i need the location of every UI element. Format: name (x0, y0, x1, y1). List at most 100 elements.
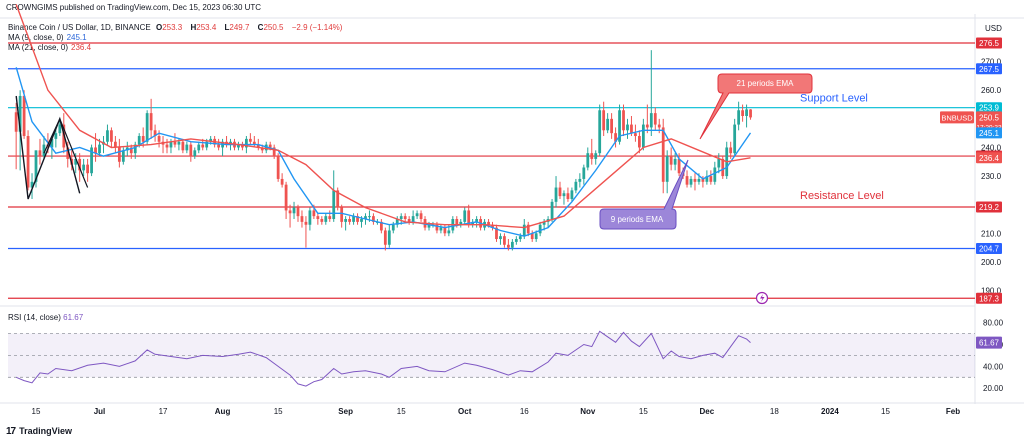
candle-body (268, 144, 272, 148)
rsi-legend[interactable]: RSI (14, close) 61.67 (8, 313, 84, 322)
candle-body (217, 144, 220, 148)
symbol-tag-text: BNBUSD (941, 113, 973, 122)
candle-body (741, 110, 744, 116)
x-tick-label: Feb (946, 407, 960, 416)
candle-body (399, 216, 403, 220)
candle-body (157, 136, 161, 142)
candle-body (360, 219, 363, 222)
ma9-legend[interactable]: MA (9, close, 0) 245.1 (8, 33, 87, 42)
candle-body (459, 221, 463, 225)
x-tick-label: Oct (458, 407, 472, 416)
candle-body (106, 130, 109, 142)
x-tick-label: Sep (338, 407, 353, 416)
rsi-tick-label: 80.00 (983, 319, 1004, 328)
candle-body (518, 236, 522, 240)
y-tick-label: 210.0 (981, 229, 1002, 238)
level-tag-text: 267.5 (979, 65, 1000, 74)
candle-body (241, 144, 244, 148)
ohlc-open: O253.3 (155, 23, 183, 32)
candle-body (507, 244, 510, 248)
candle-body (447, 230, 451, 234)
candle-body (336, 190, 340, 208)
x-tick-label: Nov (580, 407, 596, 416)
candle-body (435, 224, 439, 231)
x-tick-label: 16 (520, 407, 529, 416)
candle-body (308, 210, 312, 225)
rsi-line (16, 330, 751, 387)
candle-body (495, 227, 498, 240)
x-tick-label: Jul (94, 407, 106, 416)
candle-body (554, 187, 558, 202)
candle-body (205, 141, 209, 148)
symbol-title[interactable]: Binance Coin / US Dollar, 1D, BINANCE (8, 23, 151, 32)
attribution-text: CROWNGIMS published on TradingView.com, … (6, 3, 262, 12)
x-tick-label: 15 (32, 407, 41, 416)
candle-body (534, 233, 538, 240)
candle-body (395, 219, 399, 225)
candle-body (713, 167, 717, 182)
x-tick-label: 18 (770, 407, 779, 416)
candle-body (58, 124, 62, 134)
candle-body (296, 207, 300, 217)
candle-body (177, 141, 181, 145)
level-tag-text: 187.3 (979, 294, 1000, 303)
candle-body (54, 133, 58, 139)
y-tick-label: 190.0 (981, 287, 1002, 296)
candle-body (169, 141, 173, 148)
candle-body (733, 124, 737, 154)
candle-body (705, 176, 709, 182)
candle-body (272, 147, 276, 157)
candle-body (121, 150, 125, 162)
symbol-row: Binance Coin / US Dollar, 1D, BINANCE O2… (8, 23, 345, 33)
candle-body (14, 112, 18, 132)
y-tick-label: 240.0 (981, 143, 1002, 152)
candle-body (673, 158, 677, 165)
candle-body (387, 230, 391, 245)
candle-body (578, 178, 582, 182)
x-tick-label: 15 (639, 407, 648, 416)
candle-body (634, 133, 637, 137)
candle-body (344, 219, 348, 222)
candle-body (499, 236, 502, 240)
candle-body (403, 216, 407, 220)
candle-body (181, 141, 185, 151)
ma21-legend[interactable]: MA (21, close, 0) 236.4 (8, 43, 92, 52)
candle-body (638, 136, 641, 148)
candle-body (570, 190, 574, 199)
candle-body (475, 219, 479, 222)
candle-body (165, 144, 169, 148)
candle-body (141, 136, 145, 142)
candle-body (645, 124, 649, 128)
tradingview-brand[interactable]: 17 TradingView (6, 426, 72, 437)
ma21-tag (976, 152, 1002, 164)
ma9-tag (976, 127, 1002, 139)
candle-body (602, 110, 606, 131)
candle-body (391, 224, 395, 231)
candle-body (689, 178, 693, 185)
candle-body (193, 150, 197, 157)
candle-body (737, 110, 741, 125)
candle-body (209, 138, 213, 142)
candle-body (598, 110, 602, 154)
ohlc-close: C250.5 (257, 23, 284, 32)
candle-body (653, 113, 657, 125)
candle-body (582, 167, 586, 179)
candle-body (526, 224, 530, 234)
candle-body (22, 95, 26, 137)
symbol-tag (940, 111, 974, 124)
candle-body (550, 201, 554, 220)
candle-body (630, 124, 633, 134)
candle-body (356, 216, 359, 222)
candle-body (252, 141, 256, 145)
currency-label[interactable]: USD (985, 24, 1002, 33)
candle-body (415, 213, 419, 217)
candle-body (133, 144, 137, 154)
candle-body (510, 241, 514, 248)
candle-body (677, 158, 681, 174)
candle-body (622, 110, 625, 131)
candle-body (542, 221, 546, 225)
candle-body (245, 138, 248, 148)
candle-body (189, 144, 193, 157)
ohlc-change: −2.9 (−1.14%) (291, 23, 343, 32)
